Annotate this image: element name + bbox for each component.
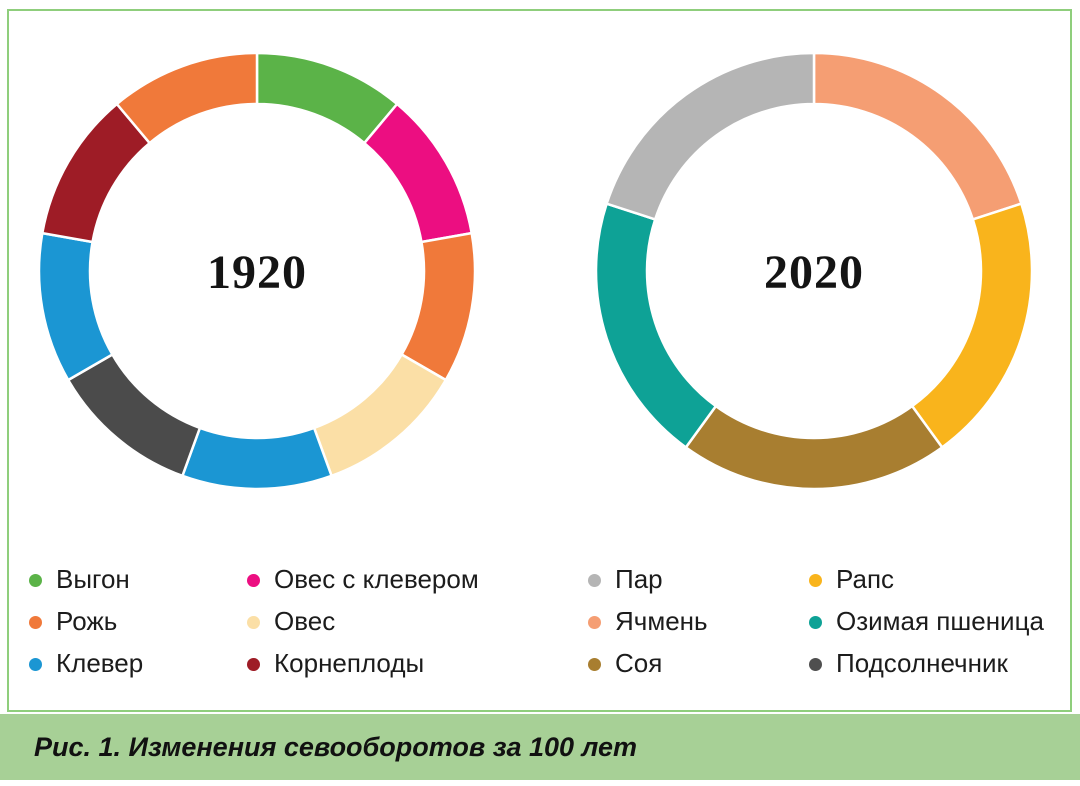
legend-item: Корнеплоды <box>247 643 479 685</box>
donut-segment <box>312 353 448 478</box>
legend-item: Ячмень <box>588 601 708 643</box>
donut-segment <box>363 102 473 244</box>
legend-item-label: Подсолнечник <box>836 648 1008 678</box>
legend-dot <box>247 615 260 629</box>
donut-segment <box>181 426 333 491</box>
donut-segment <box>66 353 202 478</box>
legend-item-label: Овес <box>274 606 336 636</box>
legend-item: Выгон <box>29 559 143 601</box>
legend-item: Клевер <box>29 643 143 685</box>
legend-item: Озимая пшеница <box>809 601 1044 643</box>
legend-item-label: Корнеплоды <box>274 648 425 678</box>
legend-dot <box>247 657 260 671</box>
legend-item-label: Пар <box>615 564 663 594</box>
legend-item: Пар <box>588 559 708 601</box>
legend-dot <box>809 573 822 587</box>
legend-dot <box>247 573 260 587</box>
legend-2020-column-2: Рапс Озимая пшеница Подсолнечник <box>809 559 1044 685</box>
legend-dot <box>29 573 42 587</box>
donut-segment <box>594 202 718 449</box>
legend-item: Подсолнечник <box>809 643 1044 685</box>
legend-item: Овес с клевером <box>247 559 479 601</box>
legend-dot <box>588 573 601 587</box>
legend-dot <box>29 615 42 629</box>
donut-segment <box>812 51 1023 221</box>
legend-item-label: Рожь <box>56 606 118 636</box>
legend-item-label: Овес с клевером <box>274 564 479 594</box>
legend-1920-column-2: Овес с клевером Овес Корнеплоды <box>247 559 479 685</box>
legend-dot <box>588 615 601 629</box>
chart-center-label-1920: 1920 <box>207 246 307 299</box>
caption-band: Рис. 1. Изменения севооборотов за 100 ле… <box>0 714 1080 780</box>
donut-chart-2020 <box>594 51 1034 491</box>
legend-2020-column-1: Пар Ячмень Соя <box>588 559 708 685</box>
legend-item: Рапс <box>809 559 1044 601</box>
legend-item-label: Озимая пшеница <box>836 606 1044 636</box>
donut-segment <box>115 51 259 145</box>
legend-dot <box>588 657 601 671</box>
figure-border-frame <box>7 9 1072 712</box>
legend-item: Овес <box>247 601 479 643</box>
legend-item-label: Выгон <box>56 564 130 594</box>
legend-item-label: Ячмень <box>615 606 708 636</box>
legend-dot <box>809 615 822 629</box>
donut-segment <box>605 51 816 221</box>
donut-segment <box>684 404 944 491</box>
chart-center-label-2020: 2020 <box>764 246 864 299</box>
legend-1920-column-1: Выгон Рожь Клевер <box>29 559 143 685</box>
legend-item: Рожь <box>29 601 143 643</box>
legend-dot <box>809 657 822 671</box>
legend-item-label: Клевер <box>56 648 144 678</box>
figure-caption: Рис. 1. Изменения севооборотов за 100 ле… <box>34 732 638 762</box>
legend-item: Соя <box>588 643 708 685</box>
donut-chart-1920 <box>37 51 477 491</box>
legend-dot <box>29 657 42 671</box>
donut-segment <box>910 202 1034 449</box>
legend-item-label: Соя <box>615 648 663 678</box>
legend-item-label: Рапс <box>836 564 895 594</box>
